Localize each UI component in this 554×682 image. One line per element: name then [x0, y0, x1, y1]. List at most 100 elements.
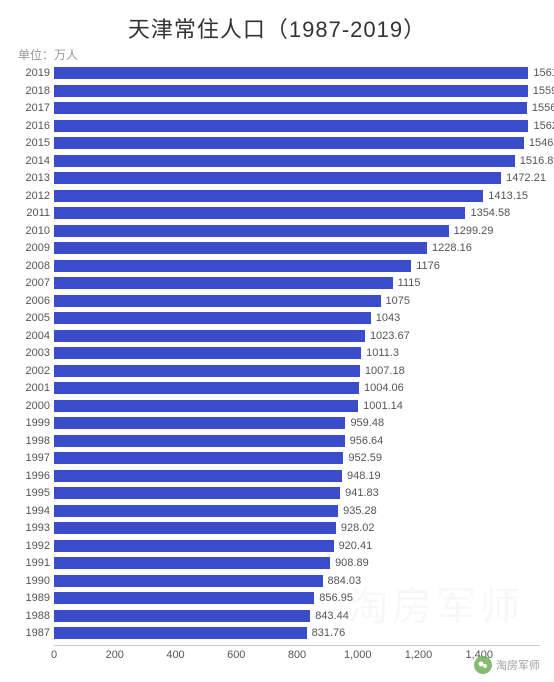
y-axis-label: 1998 [16, 435, 50, 447]
bar: 952.59 [54, 452, 343, 464]
bar-row: 20071115 [54, 277, 540, 289]
bar-row: 20051043 [54, 312, 540, 324]
bar: 928.02 [54, 522, 336, 534]
bar-value-label: 1075 [381, 295, 410, 307]
y-axis-label: 1997 [16, 452, 50, 464]
y-axis-label: 2007 [16, 277, 50, 289]
bar-value-label: 1354.58 [465, 207, 510, 219]
bar-value-label: 1413.15 [483, 190, 528, 202]
x-axis-tick: 800 [288, 649, 306, 661]
bar-value-label: 920.41 [334, 540, 373, 552]
bar: 843.44 [54, 610, 310, 622]
y-axis-label: 1993 [16, 522, 50, 534]
bar-value-label: 1115 [393, 277, 421, 289]
bar: 1561.83 [54, 67, 528, 79]
bar-value-label: 956.64 [345, 435, 384, 447]
bar-row: 1993928.02 [54, 522, 540, 534]
bar-row: 20161562.12 [54, 120, 540, 132]
bar-row: 1990884.03 [54, 575, 540, 587]
y-axis-label: 1994 [16, 505, 50, 517]
x-axis-tick: 1,000 [344, 649, 372, 661]
y-axis-label: 2015 [16, 137, 50, 149]
bar: 1023.67 [54, 330, 365, 342]
y-axis-label: 2008 [16, 260, 50, 272]
x-axis-tick: 200 [106, 649, 124, 661]
x-axis-tick: 400 [166, 649, 184, 661]
y-axis-label: 2014 [16, 155, 50, 167]
bar-row: 20141516.81 [54, 155, 540, 167]
bar-row: 1999959.48 [54, 417, 540, 429]
bar: 941.83 [54, 487, 340, 499]
x-axis-tick: 1,200 [405, 649, 433, 661]
bar: 1546.95 [54, 137, 524, 149]
y-axis-label: 2003 [16, 347, 50, 359]
bar-value-label: 935.28 [338, 505, 377, 517]
x-axis-line [54, 645, 540, 646]
bar-row: 1989856.95 [54, 592, 540, 604]
y-axis-label: 2018 [16, 85, 50, 97]
bar-row: 20001001.14 [54, 400, 540, 412]
y-axis-label: 2010 [16, 225, 50, 237]
y-axis-label: 1992 [16, 540, 50, 552]
bar-row: 20191561.83 [54, 67, 540, 79]
bar: 856.95 [54, 592, 314, 604]
y-axis-label: 2016 [16, 120, 50, 132]
bar: 959.48 [54, 417, 345, 429]
bar-row: 20111354.58 [54, 207, 540, 219]
bar-value-label: 1561.83 [528, 67, 554, 79]
y-axis-label: 2004 [16, 330, 50, 342]
bar: 920.41 [54, 540, 334, 552]
bar: 908.89 [54, 557, 330, 569]
y-axis-label: 2019 [16, 67, 50, 79]
bar-row: 20021007.18 [54, 365, 540, 377]
bar-value-label: 843.44 [310, 610, 349, 622]
bar-value-label: 928.02 [336, 522, 375, 534]
unit-label: 单位：万人 [0, 46, 554, 67]
bar: 1043 [54, 312, 371, 324]
bar-value-label: 1001.14 [358, 400, 403, 412]
bar-row: 20061075 [54, 295, 540, 307]
y-axis-label: 1987 [16, 627, 50, 639]
bar-value-label: 948.19 [342, 470, 381, 482]
bar-row: 1998956.64 [54, 435, 540, 447]
x-axis-tick: 0 [51, 649, 57, 661]
y-axis-label: 1999 [16, 417, 50, 429]
bar: 1299.29 [54, 225, 449, 237]
y-axis-label: 1990 [16, 575, 50, 587]
bar-value-label: 1228.16 [427, 242, 472, 254]
bar-row: 1992920.41 [54, 540, 540, 552]
bar: 1176 [54, 260, 411, 272]
chart-title: 天津常住人口（1987-2019） [0, 0, 554, 46]
y-axis-label: 2000 [16, 400, 50, 412]
bar: 1354.58 [54, 207, 465, 219]
x-axis-tick: 600 [227, 649, 245, 661]
bar-row: 20031011.3 [54, 347, 540, 359]
bar: 1472.21 [54, 172, 501, 184]
bar-row: 1991908.89 [54, 557, 540, 569]
wechat-icon [474, 656, 492, 674]
bar: 1413.15 [54, 190, 483, 202]
bar-value-label: 1299.29 [449, 225, 494, 237]
bar-value-label: 1004.06 [359, 382, 404, 394]
bar-value-label: 1559.6 [528, 85, 554, 97]
bar-row: 1987831.76 [54, 627, 540, 639]
bar-value-label: 856.95 [314, 592, 353, 604]
bar: 1011.3 [54, 347, 361, 359]
bar-value-label: 1043 [371, 312, 400, 324]
y-axis-label: 1991 [16, 557, 50, 569]
plot-region: 20191561.8320181559.620171556.8720161562… [54, 67, 540, 645]
bar-value-label: 1516.81 [515, 155, 554, 167]
bar-row: 20091228.16 [54, 242, 540, 254]
y-axis-label: 2001 [16, 382, 50, 394]
chart-area: 20191561.8320181559.620171556.8720161562… [0, 67, 554, 645]
bar-value-label: 908.89 [330, 557, 369, 569]
bar-value-label: 941.83 [340, 487, 379, 499]
y-axis-label: 1988 [16, 610, 50, 622]
bar-row: 1996948.19 [54, 470, 540, 482]
bar-row: 20171556.87 [54, 102, 540, 114]
bar: 1115 [54, 277, 393, 289]
bar-row: 20081176 [54, 260, 540, 272]
bar-row: 20011004.06 [54, 382, 540, 394]
y-axis-label: 2002 [16, 365, 50, 377]
bar-row: 20041023.67 [54, 330, 540, 342]
